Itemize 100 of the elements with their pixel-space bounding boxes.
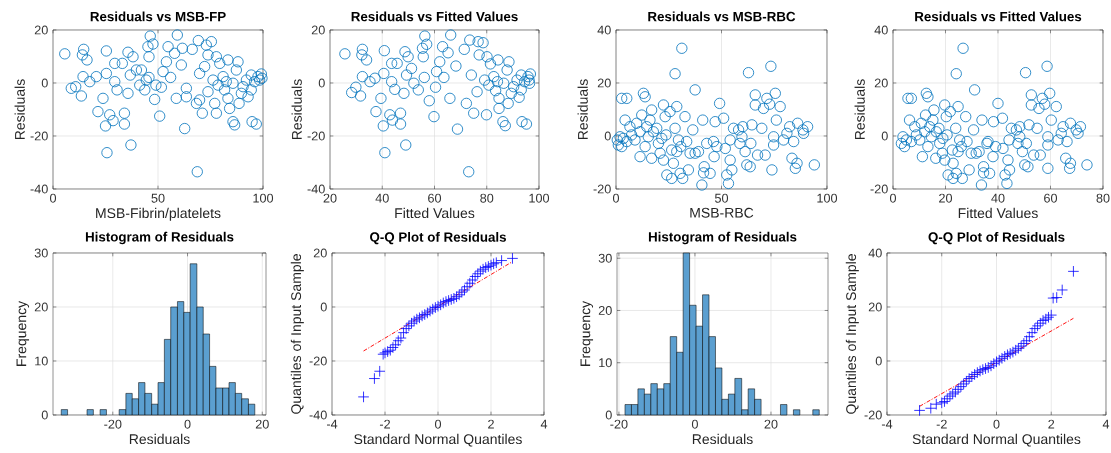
y-tick-label: -20 (30, 131, 48, 141)
point (913, 404, 926, 417)
point (1050, 291, 1063, 304)
x-tick-label: -2 (379, 419, 391, 429)
y-axis-title: Frequency (580, 300, 594, 366)
x-tick-label: 60 (1044, 193, 1058, 203)
y-tick-label: -40 (30, 184, 48, 194)
y-tick-label: 20 (868, 302, 882, 312)
x-axis-title: Residuals (692, 433, 753, 445)
y-tick-label: 20 (34, 25, 48, 35)
y-tick-label: 0 (881, 131, 888, 141)
x-tick-label: 4 (1102, 419, 1110, 429)
point (925, 402, 937, 414)
chart-title: Histogram of Residuals (85, 231, 234, 245)
y-tick-label: 30 (598, 253, 612, 263)
y-tick-label: -20 (593, 184, 611, 194)
x-axis-title: MSB-Fibrin/platelets (96, 207, 221, 221)
point (1026, 326, 1038, 339)
y-tick-label: 0 (605, 410, 612, 420)
y-axis-title: Residuals (14, 79, 25, 140)
x-tick-label: 40 (375, 193, 389, 203)
y-tick-label: 0 (320, 302, 327, 312)
x-tick-label: 100 (529, 193, 550, 203)
x-tick-label: 0 (993, 419, 1000, 429)
point (1023, 330, 1036, 343)
point (495, 254, 508, 267)
y-tick-label: -20 (864, 410, 882, 420)
x-tick-label: 80 (480, 193, 494, 203)
y-tick-label: 40 (868, 248, 882, 258)
chart-title: Residuals vs MSB-RBC (648, 11, 796, 22)
y-tick-label: 10 (35, 356, 48, 366)
y-tick-label: -40 (307, 184, 325, 194)
y-axis-title: Residuals (854, 79, 865, 140)
chart-title: Q-Q Plot of Residuals (928, 231, 1065, 245)
y-tick-label: 0 (875, 356, 882, 366)
x-axis-title: MSB-RBC (690, 207, 754, 218)
y-tick-label: 0 (41, 410, 48, 420)
x-tick-label: 0 (434, 419, 442, 429)
chart-title: Residuals vs MSB-FP (90, 11, 226, 22)
y-tick-label: -20 (309, 356, 327, 366)
x-tick-label: 50 (151, 193, 165, 203)
x-axis-title: Standard Normal Quantiles (354, 433, 522, 447)
x-tick-label: 100 (817, 193, 838, 203)
y-tick-label: 40 (597, 25, 611, 35)
point (506, 252, 519, 265)
x-tick-label: 20 (255, 419, 269, 429)
y-axis-title: Frequency (16, 300, 30, 366)
chart-title: Residuals vs Fitted Values (915, 11, 1082, 22)
point (357, 391, 370, 403)
x-tick-label: -4 (881, 419, 893, 429)
y-tick-label: 20 (34, 302, 48, 312)
point (1047, 292, 1059, 304)
x-tick-label: 100 (253, 193, 274, 203)
y-tick-label: 40 (874, 25, 888, 35)
x-tick-label: 0 (612, 193, 620, 203)
y-tick-label: 10 (599, 358, 612, 368)
x-tick-label: 20 (764, 419, 778, 429)
x-axis-title: Fitted Values (958, 207, 1038, 219)
x-tick-label: 80 (1096, 193, 1110, 203)
x-tick-label: 2 (488, 419, 494, 429)
y-axis-title: Quantiles of Input Sample (845, 254, 859, 414)
y-tick-label: -20 (870, 184, 888, 194)
x-axis-title: Standard Normal Quantiles (912, 433, 1081, 447)
x-tick-label: 0 (691, 419, 698, 429)
y-tick-label: 20 (598, 305, 612, 315)
x-tick-label: 0 (889, 193, 897, 203)
x-tick-label: 40 (991, 193, 1005, 203)
y-tick-label: 0 (318, 78, 325, 88)
y-tick-label: 0 (41, 78, 48, 88)
y-axis-title: Quantiles of Input Sample (290, 254, 304, 414)
x-tick-label: 0 (49, 193, 57, 203)
point (368, 372, 381, 385)
y-axis-title: Residuals (291, 79, 302, 140)
chart-title: Residuals vs Fitted Values (351, 11, 518, 22)
point (1067, 265, 1080, 278)
y-tick-label: 20 (311, 25, 325, 35)
chart-title: Q-Q Plot of Residuals (370, 231, 506, 245)
point (397, 326, 410, 339)
point (373, 365, 386, 377)
y-tick-label: 0 (604, 131, 611, 141)
y-tick-label: 20 (597, 78, 611, 88)
point (930, 398, 942, 410)
x-axis-title: Fitted Values (395, 207, 475, 219)
x-tick-label: -4 (326, 419, 338, 429)
y-tick-label: 30 (34, 248, 48, 258)
y-tick-label: -40 (309, 410, 327, 420)
y-axis-title: Residuals (577, 79, 588, 140)
y-tick-label: 20 (313, 248, 327, 258)
x-tick-label: 60 (428, 193, 442, 203)
x-axis-title: Residuals (129, 433, 190, 445)
y-tick-label: 20 (874, 78, 888, 88)
x-tick-label: 0 (184, 419, 191, 429)
x-tick-label: 4 (540, 419, 548, 429)
x-tick-label: -2 (936, 419, 947, 429)
chart-title: Histogram of Residuals (648, 231, 797, 245)
x-tick-label: -20 (104, 419, 122, 429)
point (1056, 284, 1068, 296)
x-tick-label: 50 (714, 193, 729, 203)
x-tick-label: 20 (939, 193, 953, 203)
y-tick-label: -20 (307, 131, 325, 141)
